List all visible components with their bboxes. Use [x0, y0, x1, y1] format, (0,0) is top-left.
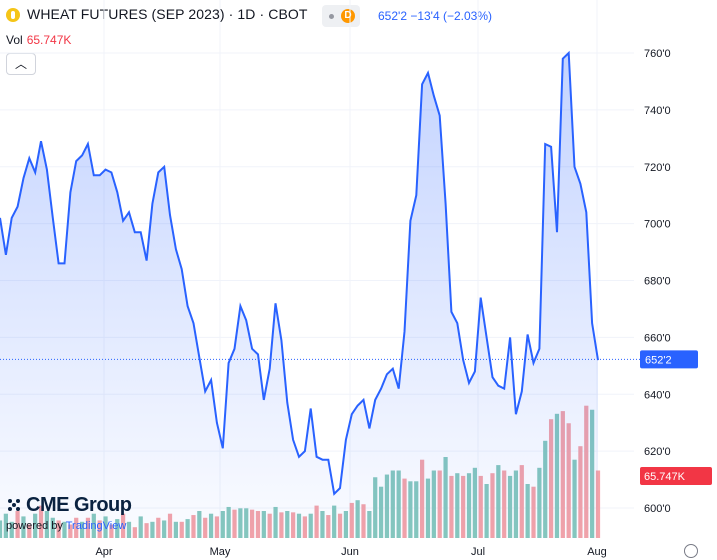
- chevron-up-icon: ︿: [14, 57, 27, 71]
- cme-globe-icon: [8, 499, 20, 511]
- status-dot-icon: [329, 14, 334, 19]
- last-price-tag-label: 652'2: [645, 354, 672, 366]
- time-tick-label: Jul: [471, 546, 485, 558]
- time-tick-label: May: [210, 546, 231, 558]
- cme-logo-text: CME Group: [26, 494, 132, 516]
- price-line: [0, 50, 599, 496]
- axis-tags: 652'2 65.747K: [640, 350, 712, 485]
- price-tick-label: 700'0: [644, 219, 671, 231]
- price-tick-label: 720'0: [644, 162, 671, 174]
- price-tick-label: 760'0: [644, 48, 671, 60]
- price-tick-label: 660'0: [644, 332, 671, 344]
- price-tick-label: 600'0: [644, 503, 671, 515]
- settings-gear-icon[interactable]: [684, 544, 698, 558]
- delay-badge: D: [341, 9, 355, 23]
- time-tick-label: Aug: [587, 546, 607, 558]
- volume-tag-label: 65.747K: [644, 471, 686, 483]
- volume-legend-value: 65.747K: [26, 33, 72, 47]
- tradingview-link[interactable]: TradingView: [65, 520, 127, 532]
- time-tick-label: Apr: [95, 546, 112, 558]
- volume-tag: [640, 467, 712, 485]
- collapse-legend-button[interactable]: ︿: [6, 53, 36, 75]
- price-area-fill: [0, 53, 598, 538]
- symbol-logo-icon: [6, 8, 20, 22]
- volume-legend-label: Vol: [6, 33, 23, 47]
- last-price-tag: [640, 350, 698, 369]
- powered-by-label: powered by: [6, 520, 63, 532]
- price-tick-label: 680'0: [644, 276, 671, 288]
- time-tick-label: Jun: [341, 546, 359, 558]
- last-price-change: 652'2 −13'4 (−2.03%): [378, 9, 492, 23]
- powered-by: powered by TradingView: [6, 520, 126, 532]
- price-axis[interactable]: 600'0 620'0 640'0 660'0 680'0 700'0 720'0 740'0…: [644, 48, 671, 515]
- price-tick-label: 620'0: [644, 446, 671, 458]
- cme-logo[interactable]: CME Group powered by TradingView: [6, 494, 132, 532]
- time-axis[interactable]: Apr May Jun Jul Aug: [95, 546, 606, 558]
- volume-legend: Vol 65.747K: [6, 33, 71, 47]
- symbol-title[interactable]: WHEAT FUTURES (SEP 2023) · 1D · CBOT: [27, 6, 308, 22]
- price-tick-label: 740'0: [644, 105, 671, 117]
- price-tick-label: 640'0: [644, 389, 671, 401]
